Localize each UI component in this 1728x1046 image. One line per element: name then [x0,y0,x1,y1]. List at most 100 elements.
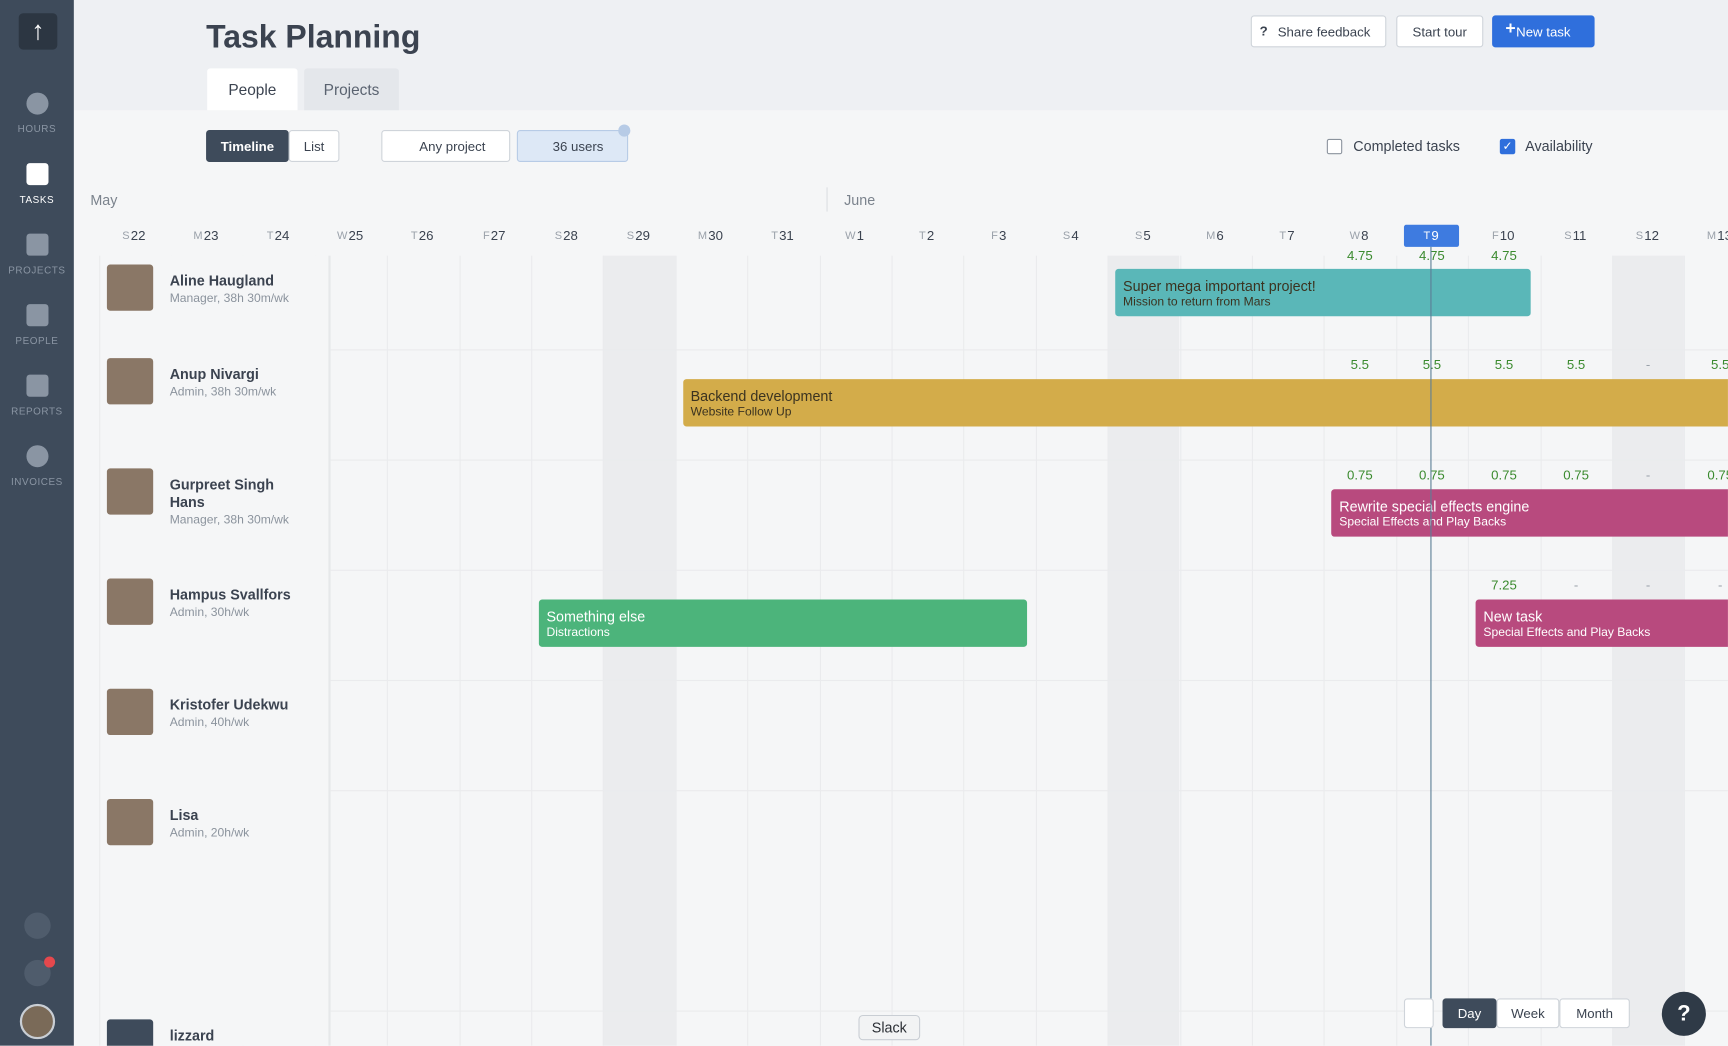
row-divider [330,1010,1728,1012]
zoom-button[interactable]: Week [1496,998,1560,1029]
person-avatar[interactable] [106,1019,154,1046]
nav-label[interactable]: TASKS [19,193,55,205]
day-column [1035,255,1108,1046]
nav-icon[interactable] [26,374,49,397]
day-weekday: S [1062,229,1071,242]
day-header[interactable]: S 28 [539,225,594,247]
checkbox[interactable]: ✓ [1499,138,1516,155]
day-header[interactable]: T 31 [755,225,810,247]
availability: 0.75 [1707,467,1728,483]
nav-icon[interactable] [26,92,49,115]
nav-label[interactable]: INVOICES [11,476,63,488]
checkbox-label[interactable]: Completed tasks [1353,137,1460,155]
view-toggle[interactable]: List [288,130,340,162]
day-header[interactable]: S 22 [106,225,161,247]
user-avatar[interactable] [19,1003,56,1040]
day-date: 2 [926,228,935,244]
person-name[interactable]: Hampus Svallfors [169,586,291,603]
day-header[interactable]: F 27 [467,225,522,247]
day-date: 24 [274,228,290,244]
task-bar[interactable]: Something else Distractions [538,599,1027,647]
task-title: New task [1483,608,1543,625]
person-name[interactable]: Lisa [169,806,199,824]
tab[interactable]: People [207,68,298,111]
day-header[interactable]: T 26 [395,225,450,247]
help-button[interactable]: ? [1661,991,1706,1036]
person-name[interactable]: Gurpreet Singh Hans [169,476,274,511]
nav-label[interactable]: PEOPLE [15,335,59,347]
pan-button[interactable] [1403,998,1434,1029]
day-weekday: T [771,229,778,242]
checkbox[interactable] [1326,138,1343,155]
checkbox-label[interactable]: Availability [1525,137,1593,155]
day-header[interactable]: F 10 [1476,225,1531,247]
day-column [1467,255,1540,1046]
task-bar[interactable]: Backend development Website Follow Up [682,379,1728,427]
person-name[interactable]: lizzard [169,1027,215,1044]
day-weekday: T [410,229,418,242]
day-date: 25 [348,228,364,244]
availability: - [1573,577,1579,593]
nav-icon[interactable] [26,233,49,256]
nav-icon[interactable] [26,445,49,468]
header-button[interactable]: Start tour [1396,15,1484,48]
task-title: Super mega important project! [1123,277,1316,295]
person-name[interactable]: Kristofer Udekwu [169,696,289,713]
nav-icon[interactable] [26,163,49,186]
person-role: Admin, 30h/wk [169,606,250,620]
availability: 5.5 [1422,357,1442,373]
nav-icon[interactable] [26,304,49,327]
user-filter[interactable]: 36 users [516,130,629,162]
person-role: Admin, 20h/wk [169,826,250,840]
clear-filter[interactable] [618,124,631,137]
day-column [1323,255,1396,1046]
integrations-icon[interactable] [24,912,51,939]
header-button[interactable]: Share feedback [1250,15,1387,48]
day-header[interactable]: W 25 [323,225,378,247]
zoom-button[interactable]: Month [1559,998,1630,1029]
person-avatar[interactable] [106,264,154,311]
day-header[interactable]: M13 [1692,225,1728,247]
view-toggle[interactable]: Timeline [206,130,289,162]
availability: 4.75 [1491,247,1517,264]
nav-label[interactable]: PROJECTS [8,264,66,276]
project-filter[interactable]: Any project [381,130,511,162]
person-avatar[interactable] [106,468,154,515]
day-header[interactable]: S 12 [1620,225,1675,247]
zoom-button[interactable]: Day [1442,998,1497,1029]
day-header[interactable]: S 11 [1548,225,1603,247]
day-header[interactable]: S 29 [611,225,666,247]
task-subtitle: Mission to return from Mars [1123,295,1271,309]
task-bar[interactable]: Super mega important project! Mission to … [1115,268,1532,317]
person-name[interactable]: Aline Haugland [169,272,274,289]
task-bar[interactable]: Rewrite special effects engine Special Ef… [1331,489,1728,537]
day-header[interactable]: M 30 [683,225,738,247]
day-header[interactable]: M 23 [178,225,233,247]
person-name[interactable]: Anup Nivargi [169,365,259,383]
nav-label[interactable]: REPORTS [11,405,63,417]
header-button[interactable]: New task [1492,15,1595,48]
person-avatar[interactable] [106,688,154,736]
nav-label[interactable]: HOURS [17,123,57,135]
day-weekday: W [1349,229,1361,242]
day-weekday: S [1635,229,1644,242]
day-header[interactable]: T 24 [250,225,305,247]
row-divider [330,569,1728,571]
person-avatar[interactable] [106,578,154,625]
month-label: May [90,191,118,209]
person-avatar[interactable] [106,358,154,405]
tab[interactable]: Projects [304,68,399,111]
person-avatar[interactable] [106,798,154,846]
task-bar[interactable]: New task Special Effects and Play Backs [1475,599,1728,647]
day-date: 9 [1431,228,1439,244]
logo[interactable]: ↑ [18,13,58,50]
